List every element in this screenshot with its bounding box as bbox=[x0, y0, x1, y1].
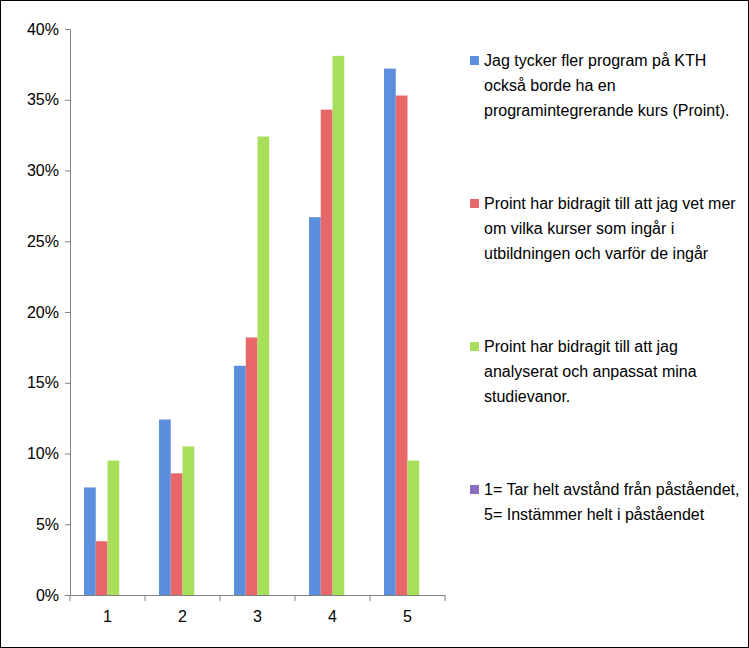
bar bbox=[183, 446, 195, 595]
y-tick-mark bbox=[65, 171, 70, 172]
x-tick: 4 bbox=[328, 595, 337, 625]
legend-label-line: Proint har bidragit till att jag bbox=[484, 338, 678, 355]
bar bbox=[96, 541, 108, 595]
y-tick: 5% bbox=[36, 516, 70, 533]
bar bbox=[408, 461, 420, 595]
chart-frame bbox=[1, 1, 749, 648]
y-tick-label: 15% bbox=[27, 374, 59, 391]
y-tick: 15% bbox=[27, 374, 70, 391]
bar bbox=[321, 110, 333, 595]
legend-label-line: Jag tycker fler program på KTH bbox=[484, 52, 706, 69]
legend-label-line: programintegrerande kurs (Proint). bbox=[484, 102, 729, 119]
legend-label-line: analyserat och anpassat mina bbox=[484, 363, 697, 380]
y-tick-mark bbox=[65, 524, 70, 525]
bar bbox=[171, 473, 183, 595]
y-tick: 35% bbox=[27, 91, 70, 108]
y-axis: 0% 5% 10% 15% 20% 25% 30% 35% 40% bbox=[27, 21, 71, 604]
bar bbox=[258, 137, 270, 595]
y-tick-mark bbox=[65, 595, 70, 596]
x-tick: 2 bbox=[178, 595, 187, 625]
x-tick: 5 bbox=[403, 595, 412, 625]
bar bbox=[159, 420, 171, 595]
y-tick-label: 30% bbox=[27, 162, 59, 179]
bar bbox=[246, 337, 258, 595]
category-divider bbox=[145, 595, 146, 601]
y-tick-mark bbox=[65, 454, 70, 455]
x-tick-label: 2 bbox=[178, 608, 187, 625]
chart: 0% 5% 10% 15% 20% 25% 30% 35% 40% 1 2 3 4 5 Jag tycker… bbox=[0, 0, 749, 648]
category-divider bbox=[370, 595, 371, 601]
x-tick-label: 3 bbox=[253, 608, 262, 625]
y-tick-mark bbox=[65, 383, 70, 384]
legend: Jag tycker fler program på KTH också bord… bbox=[470, 52, 739, 523]
y-tick-label: 25% bbox=[27, 233, 59, 250]
legend-label-line: också borde ha en bbox=[484, 77, 616, 94]
y-tick: 30% bbox=[27, 162, 70, 179]
y-tick-label: 10% bbox=[27, 445, 59, 462]
legend-swatch bbox=[470, 342, 479, 351]
legend-label-line: studievanor. bbox=[484, 388, 570, 405]
y-tick-mark bbox=[65, 241, 70, 242]
y-tick-mark bbox=[65, 29, 70, 30]
y-tick: 10% bbox=[27, 445, 70, 462]
y-tick: 40% bbox=[27, 21, 70, 38]
bar bbox=[333, 56, 345, 595]
bar-series bbox=[108, 56, 420, 595]
y-tick-label: 5% bbox=[36, 516, 59, 533]
category-divider bbox=[445, 595, 446, 601]
legend-label: 1= Tar helt avstånd från påståendet, 5= I… bbox=[484, 481, 739, 523]
bars bbox=[84, 56, 419, 595]
y-tick-label: 40% bbox=[27, 21, 59, 38]
y-tick: 20% bbox=[27, 304, 70, 321]
y-tick-label: 20% bbox=[27, 304, 59, 321]
category-divider bbox=[70, 595, 71, 601]
legend-swatch bbox=[470, 485, 479, 494]
bar bbox=[396, 96, 408, 595]
bar bbox=[234, 366, 246, 595]
legend-label: Proint har bidragit till att jag vet mer… bbox=[484, 195, 736, 262]
bar-series bbox=[84, 69, 396, 595]
x-tick-label: 5 bbox=[403, 608, 412, 625]
y-axis-line bbox=[70, 30, 71, 596]
bar bbox=[108, 461, 120, 595]
legend-label-line: Proint har bidragit till att jag vet mer bbox=[484, 195, 736, 212]
x-tick-label: 1 bbox=[103, 608, 112, 625]
legend-label-line: om vilka kurser som ingår i bbox=[484, 220, 674, 237]
y-tick: 0% bbox=[36, 587, 70, 604]
x-axis: 1 2 3 4 5 bbox=[71, 595, 446, 625]
legend-label-line: 5= Instämmer helt i påståendet bbox=[484, 506, 705, 523]
legend-swatch bbox=[470, 56, 479, 65]
y-tick-label: 0% bbox=[36, 587, 59, 604]
x-tick: 3 bbox=[253, 595, 262, 625]
y-tick-mark bbox=[65, 312, 70, 313]
x-axis-line bbox=[71, 595, 446, 596]
category-divider bbox=[220, 595, 221, 601]
legend-swatch bbox=[470, 199, 479, 208]
legend-label: Jag tycker fler program på KTH också bord… bbox=[484, 52, 729, 119]
x-tick: 1 bbox=[103, 595, 112, 625]
legend-label: Proint har bidragit till att jag analyser… bbox=[484, 338, 697, 405]
category-dividers bbox=[70, 595, 445, 601]
bar-series bbox=[96, 96, 408, 595]
y-tick: 25% bbox=[27, 233, 70, 250]
legend-label-line: utbildningen och varför de ingår bbox=[484, 245, 709, 262]
category-divider bbox=[295, 595, 296, 601]
bar bbox=[309, 217, 321, 595]
legend-label-line: 1= Tar helt avstånd från påståendet, bbox=[484, 481, 739, 498]
x-tick-label: 4 bbox=[328, 608, 337, 625]
bar bbox=[384, 69, 396, 595]
y-tick-mark bbox=[65, 100, 70, 101]
y-tick-label: 35% bbox=[27, 91, 59, 108]
bar bbox=[84, 487, 96, 595]
